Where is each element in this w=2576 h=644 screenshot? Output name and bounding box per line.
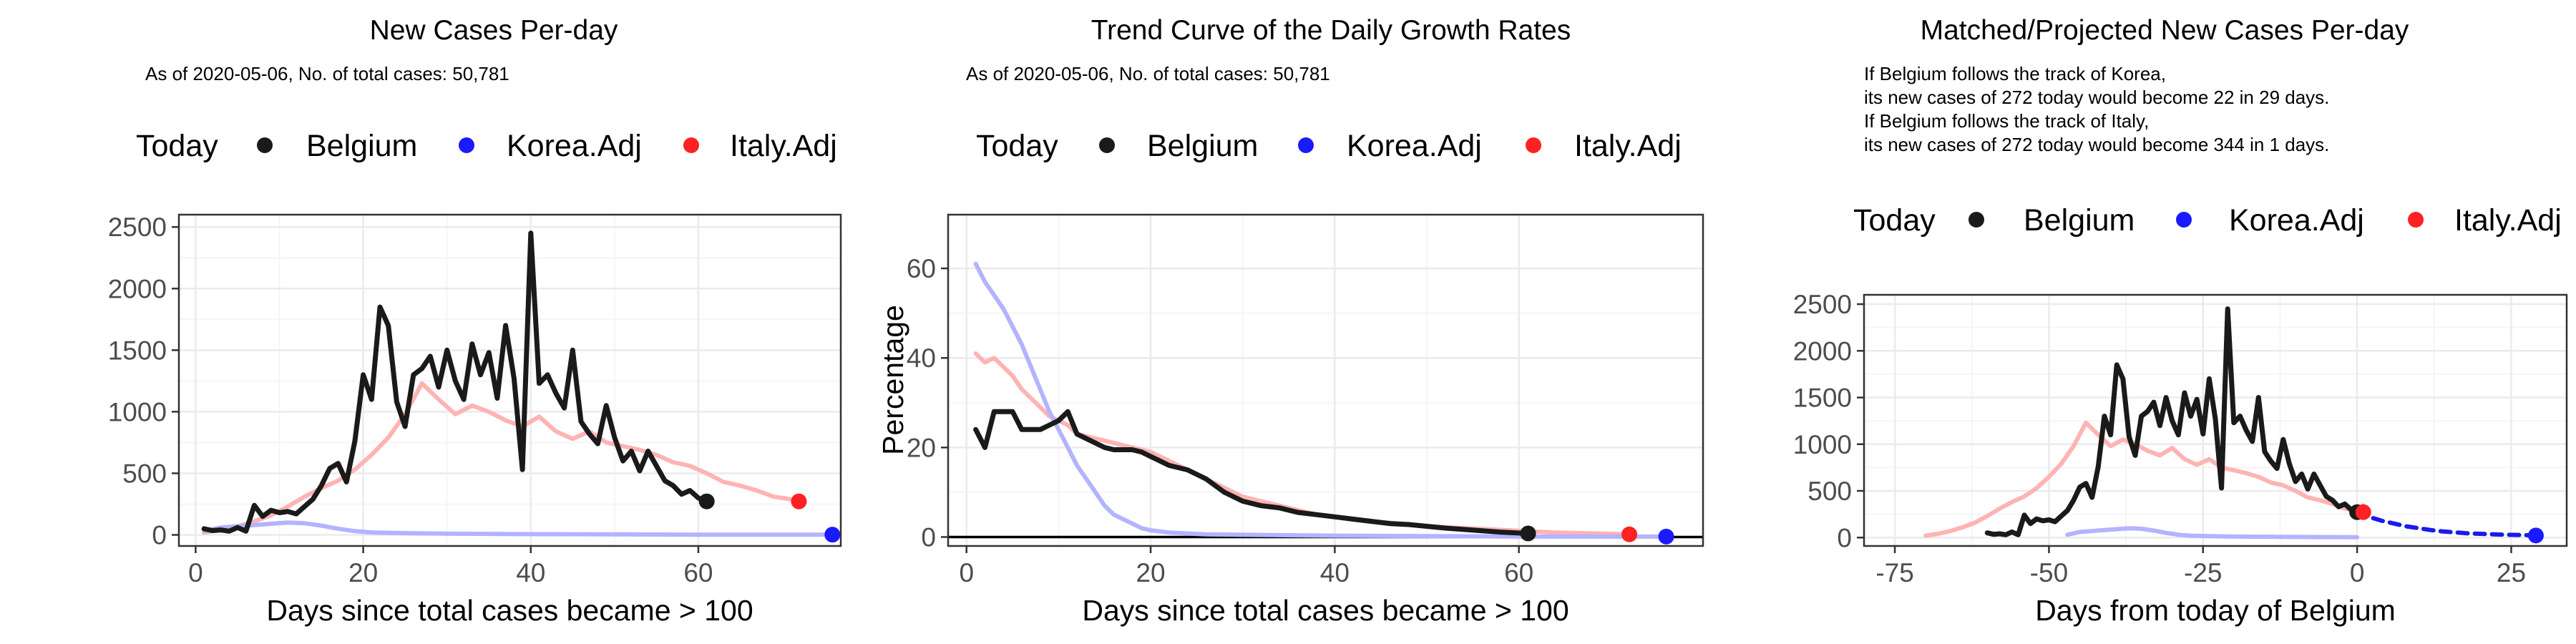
x-tick-label: 40 [1320,558,1350,587]
x-tick-label: 60 [1504,558,1533,587]
x-tick-label: 0 [959,558,974,587]
legend-label-korea-adj: Korea.Adj [507,129,642,163]
axes: 0 20 40 60 0 20 40 60 Days since total cases bec… [877,254,1569,627]
today-point-italy-adj [2355,504,2371,520]
y-tick-label: 60 [907,254,936,283]
y-tick-label: 1000 [108,397,167,426]
chart-note-line: its new cases of 272 today would become … [1864,134,2329,155]
today-point-korea-adj [824,527,841,543]
y-tick-label: 2500 [1793,290,1852,319]
plot-border [177,213,842,547]
series-line-italy-adj [202,381,801,535]
y-tick-label: 1500 [108,336,167,365]
series-line-korea-adj [973,261,1669,539]
chart-title: Matched/Projected New Cases Per-day [1921,15,2409,46]
x-tick-label: 0 [188,558,203,587]
plot-area [947,213,1704,547]
y-tick-label: 20 [907,433,936,462]
today-point-belgium [698,493,715,509]
chart-title: Trend Curve of the Daily Growth Rates [1091,15,1571,46]
legend-key-italy-adj [683,137,699,153]
axes: 0 20 40 60 0 500 1000 1500 2000 2500 Days since to… [108,213,753,627]
legend: Today Belgium Korea.Adj Italy.Adj [136,129,837,163]
legend: Today Belgium Korea.Adj Italy.Adj [976,129,1682,163]
legend-title: Today [136,129,218,163]
x-tick-label: -50 [2030,558,2068,587]
legend-title: Today [976,129,1058,163]
legend-key-korea-adj [459,137,474,153]
x-tick-label: 0 [2350,558,2365,587]
chart-note-line: If Belgium follows the track of Italy, [1864,110,2149,132]
x-tick-label: 20 [1136,558,1165,587]
legend-label-belgium: Belgium [1147,129,1258,163]
today-point-korea-adj [1658,528,1674,545]
legend-key-italy-adj [1526,137,1541,153]
x-tick-label: 25 [2497,558,2526,587]
legend-key-italy-adj [2408,212,2424,228]
series-line-belgium [1984,306,2360,537]
legend-label-italy-adj: Italy.Adj [2454,203,2562,238]
legend-key-korea-adj [1298,137,1314,153]
x-tick-label: -25 [2184,558,2222,587]
x-tick-label: 40 [516,558,545,587]
plot-border [1863,293,2568,547]
chart-note-line: As of 2020-05-06, No. of total cases: 50… [145,63,509,84]
legend-key-korea-adj [2176,212,2192,228]
x-tick-label: 60 [683,558,713,587]
y-tick-label: 2500 [108,213,167,242]
legend-title: Today [1853,203,1936,238]
chart-panel-3: Matched/Projected New Cases Per-day If Be… [1793,15,2568,627]
y-tick-label: 1000 [1793,430,1852,459]
today-point-italy-adj [791,493,807,509]
y-tick-label: 500 [1807,477,1852,506]
legend-key-belgium [257,137,273,153]
x-axis-title: Days from today of Belgium [2035,594,2396,627]
y-tick-label: 1500 [1793,384,1852,413]
chart-note-line: If Belgium follows the track of Korea, [1864,63,2166,84]
series-line-italy-adj [1923,420,2366,538]
x-tick-label: 20 [348,558,378,587]
legend-key-belgium [1099,137,1115,153]
x-tick-label: -75 [1875,558,1913,587]
y-axis-title: Percentage [877,305,909,455]
chart-title: New Cases Per-day [370,15,618,46]
today-point-belgium [1520,525,1536,542]
y-tick-label: 2000 [1793,336,1852,366]
y-tick-label: 40 [907,343,936,373]
y-tick-label: 2000 [108,274,167,303]
chart-panel-1: New Cases Per-day As of 2020-05-06, No. o… [108,15,842,627]
x-axis-title: Days since total cases became > 100 [1082,594,1568,627]
x-axis-title: Days since total cases became > 100 [266,594,753,627]
plot-area [1863,293,2568,547]
chart-note-line: its new cases of 272 today would become … [1864,87,2329,108]
today-point-italy-adj [1621,526,1638,542]
y-tick-label: 0 [152,521,167,550]
chart-panel-2: Trend Curve of the Daily Growth Rates As … [877,15,1704,627]
plot-area [177,213,842,547]
plot-background [948,215,1703,546]
legend-label-korea-adj: Korea.Adj [1347,129,1482,163]
series-line-korea-adj [202,520,835,537]
legend-label-italy-adj: Italy.Adj [730,129,837,163]
y-tick-label: 0 [1837,523,1852,552]
chart-note-line: As of 2020-05-06, No. of total cases: 50… [966,63,1330,84]
legend: Today Belgium Korea.Adj Italy.Adj [1853,203,2562,238]
series-line-belgium [201,230,710,534]
series-line-korea-adj-projection [2355,509,2538,538]
legend-label-belgium: Belgium [306,129,417,163]
y-tick-label: 0 [921,522,936,552]
y-tick-label: 500 [122,459,167,488]
legend-label-korea-adj: Korea.Adj [2229,203,2364,238]
series-line-korea-adj [2065,526,2360,540]
legend-label-belgium: Belgium [2024,203,2135,238]
legend-key-belgium [1968,212,1984,228]
series-line-belgium [973,409,1531,536]
legend-label-italy-adj: Italy.Adj [1574,129,1682,163]
plot-border [947,213,1704,547]
today-point-korea-adj [2527,527,2544,544]
